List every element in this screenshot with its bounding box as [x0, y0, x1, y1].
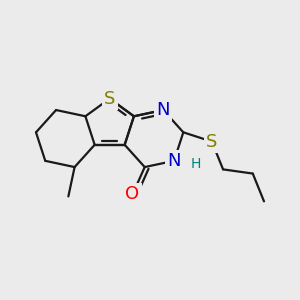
Text: N: N	[167, 152, 181, 170]
Text: S: S	[104, 90, 115, 108]
Text: H: H	[190, 157, 201, 171]
Text: N: N	[157, 101, 170, 119]
Text: S: S	[206, 133, 218, 151]
Text: O: O	[125, 185, 140, 203]
